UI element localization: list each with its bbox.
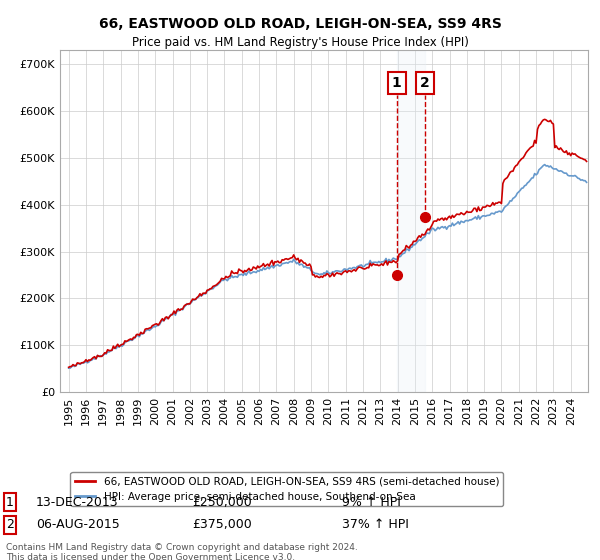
Text: 13-DEC-2013: 13-DEC-2013 [36, 496, 119, 508]
Text: 2: 2 [420, 76, 430, 90]
Text: Price paid vs. HM Land Registry's House Price Index (HPI): Price paid vs. HM Land Registry's House … [131, 36, 469, 49]
Bar [397, 50, 425, 392]
Legend: 66, EASTWOOD OLD ROAD, LEIGH-ON-SEA, SS9 4RS (semi-detached house), HPI: Average: 66, EASTWOOD OLD ROAD, LEIGH-ON-SEA, SS9… [70, 473, 503, 506]
Text: Contains HM Land Registry data © Crown copyright and database right 2024.: Contains HM Land Registry data © Crown c… [6, 543, 358, 552]
Text: 1: 1 [392, 76, 401, 90]
Text: This data is licensed under the Open Government Licence v3.0.: This data is licensed under the Open Gov… [6, 553, 295, 560]
Text: 66, EASTWOOD OLD ROAD, LEIGH-ON-SEA, SS9 4RS: 66, EASTWOOD OLD ROAD, LEIGH-ON-SEA, SS9… [98, 17, 502, 31]
Text: 9% ↑ HPI: 9% ↑ HPI [342, 496, 401, 508]
Text: 06-AUG-2015: 06-AUG-2015 [36, 518, 120, 531]
Text: £375,000: £375,000 [192, 518, 252, 531]
Text: 2: 2 [6, 518, 14, 531]
Text: 37% ↑ HPI: 37% ↑ HPI [342, 518, 409, 531]
Text: £250,000: £250,000 [192, 496, 252, 508]
Text: 1: 1 [6, 496, 14, 508]
